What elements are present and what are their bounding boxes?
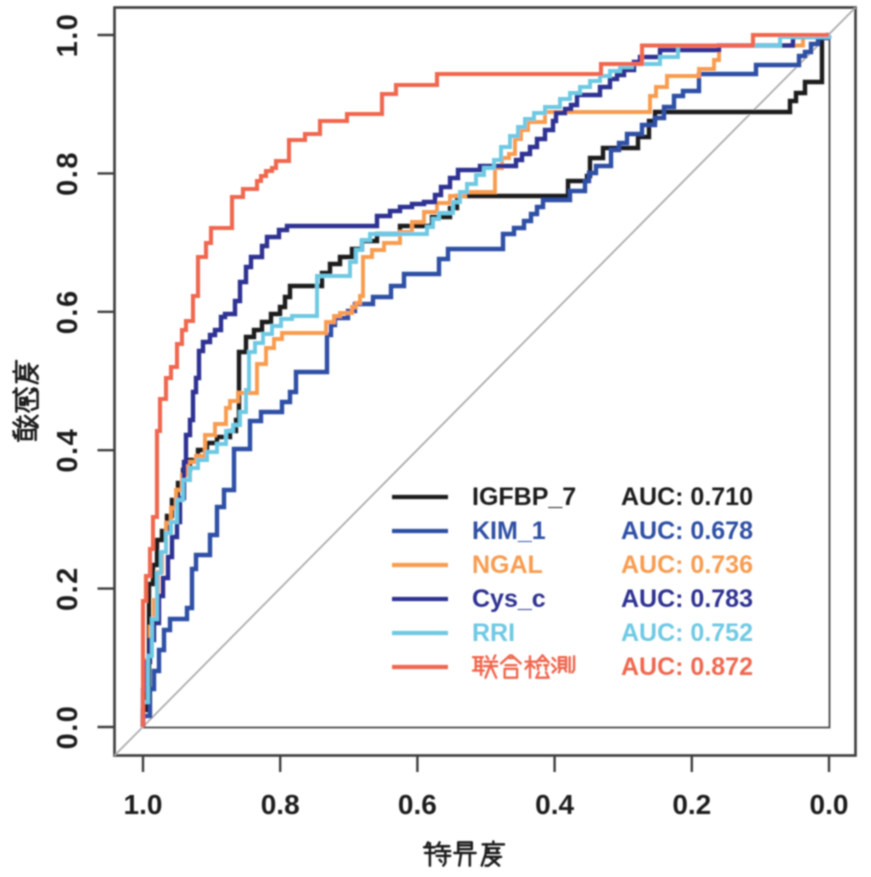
svg-text:0.6: 0.6 <box>52 289 84 334</box>
svg-text:0.8: 0.8 <box>261 789 300 820</box>
svg-text:0.6: 0.6 <box>398 789 437 820</box>
svg-text:0.4: 0.4 <box>535 789 574 820</box>
svg-text:0.0: 0.0 <box>52 705 84 750</box>
svg-text:NGAL: NGAL <box>472 551 543 579</box>
svg-text:KIM_1: KIM_1 <box>472 517 546 545</box>
svg-text:0.2: 0.2 <box>672 789 711 820</box>
svg-text:IGFBP_7: IGFBP_7 <box>472 483 576 511</box>
svg-text:Cys_c: Cys_c <box>472 585 546 613</box>
svg-text:AUC: 0.678: AUC: 0.678 <box>621 517 753 545</box>
svg-text:AUC: 0.736: AUC: 0.736 <box>621 551 753 579</box>
svg-text:AUC: 0.752: AUC: 0.752 <box>621 619 753 647</box>
svg-text:AUC: 0.872: AUC: 0.872 <box>621 653 753 681</box>
svg-text:0.4: 0.4 <box>52 428 84 473</box>
svg-text:0.2: 0.2 <box>52 566 84 611</box>
svg-text:1.0: 1.0 <box>52 13 84 58</box>
svg-text:0.8: 0.8 <box>52 151 84 196</box>
svg-text:0.0: 0.0 <box>810 789 849 820</box>
svg-text:AUC: 0.710: AUC: 0.710 <box>621 483 753 511</box>
svg-text:1.0: 1.0 <box>124 789 163 820</box>
svg-text:RRI: RRI <box>472 619 515 647</box>
svg-text:AUC: 0.783: AUC: 0.783 <box>621 585 753 613</box>
